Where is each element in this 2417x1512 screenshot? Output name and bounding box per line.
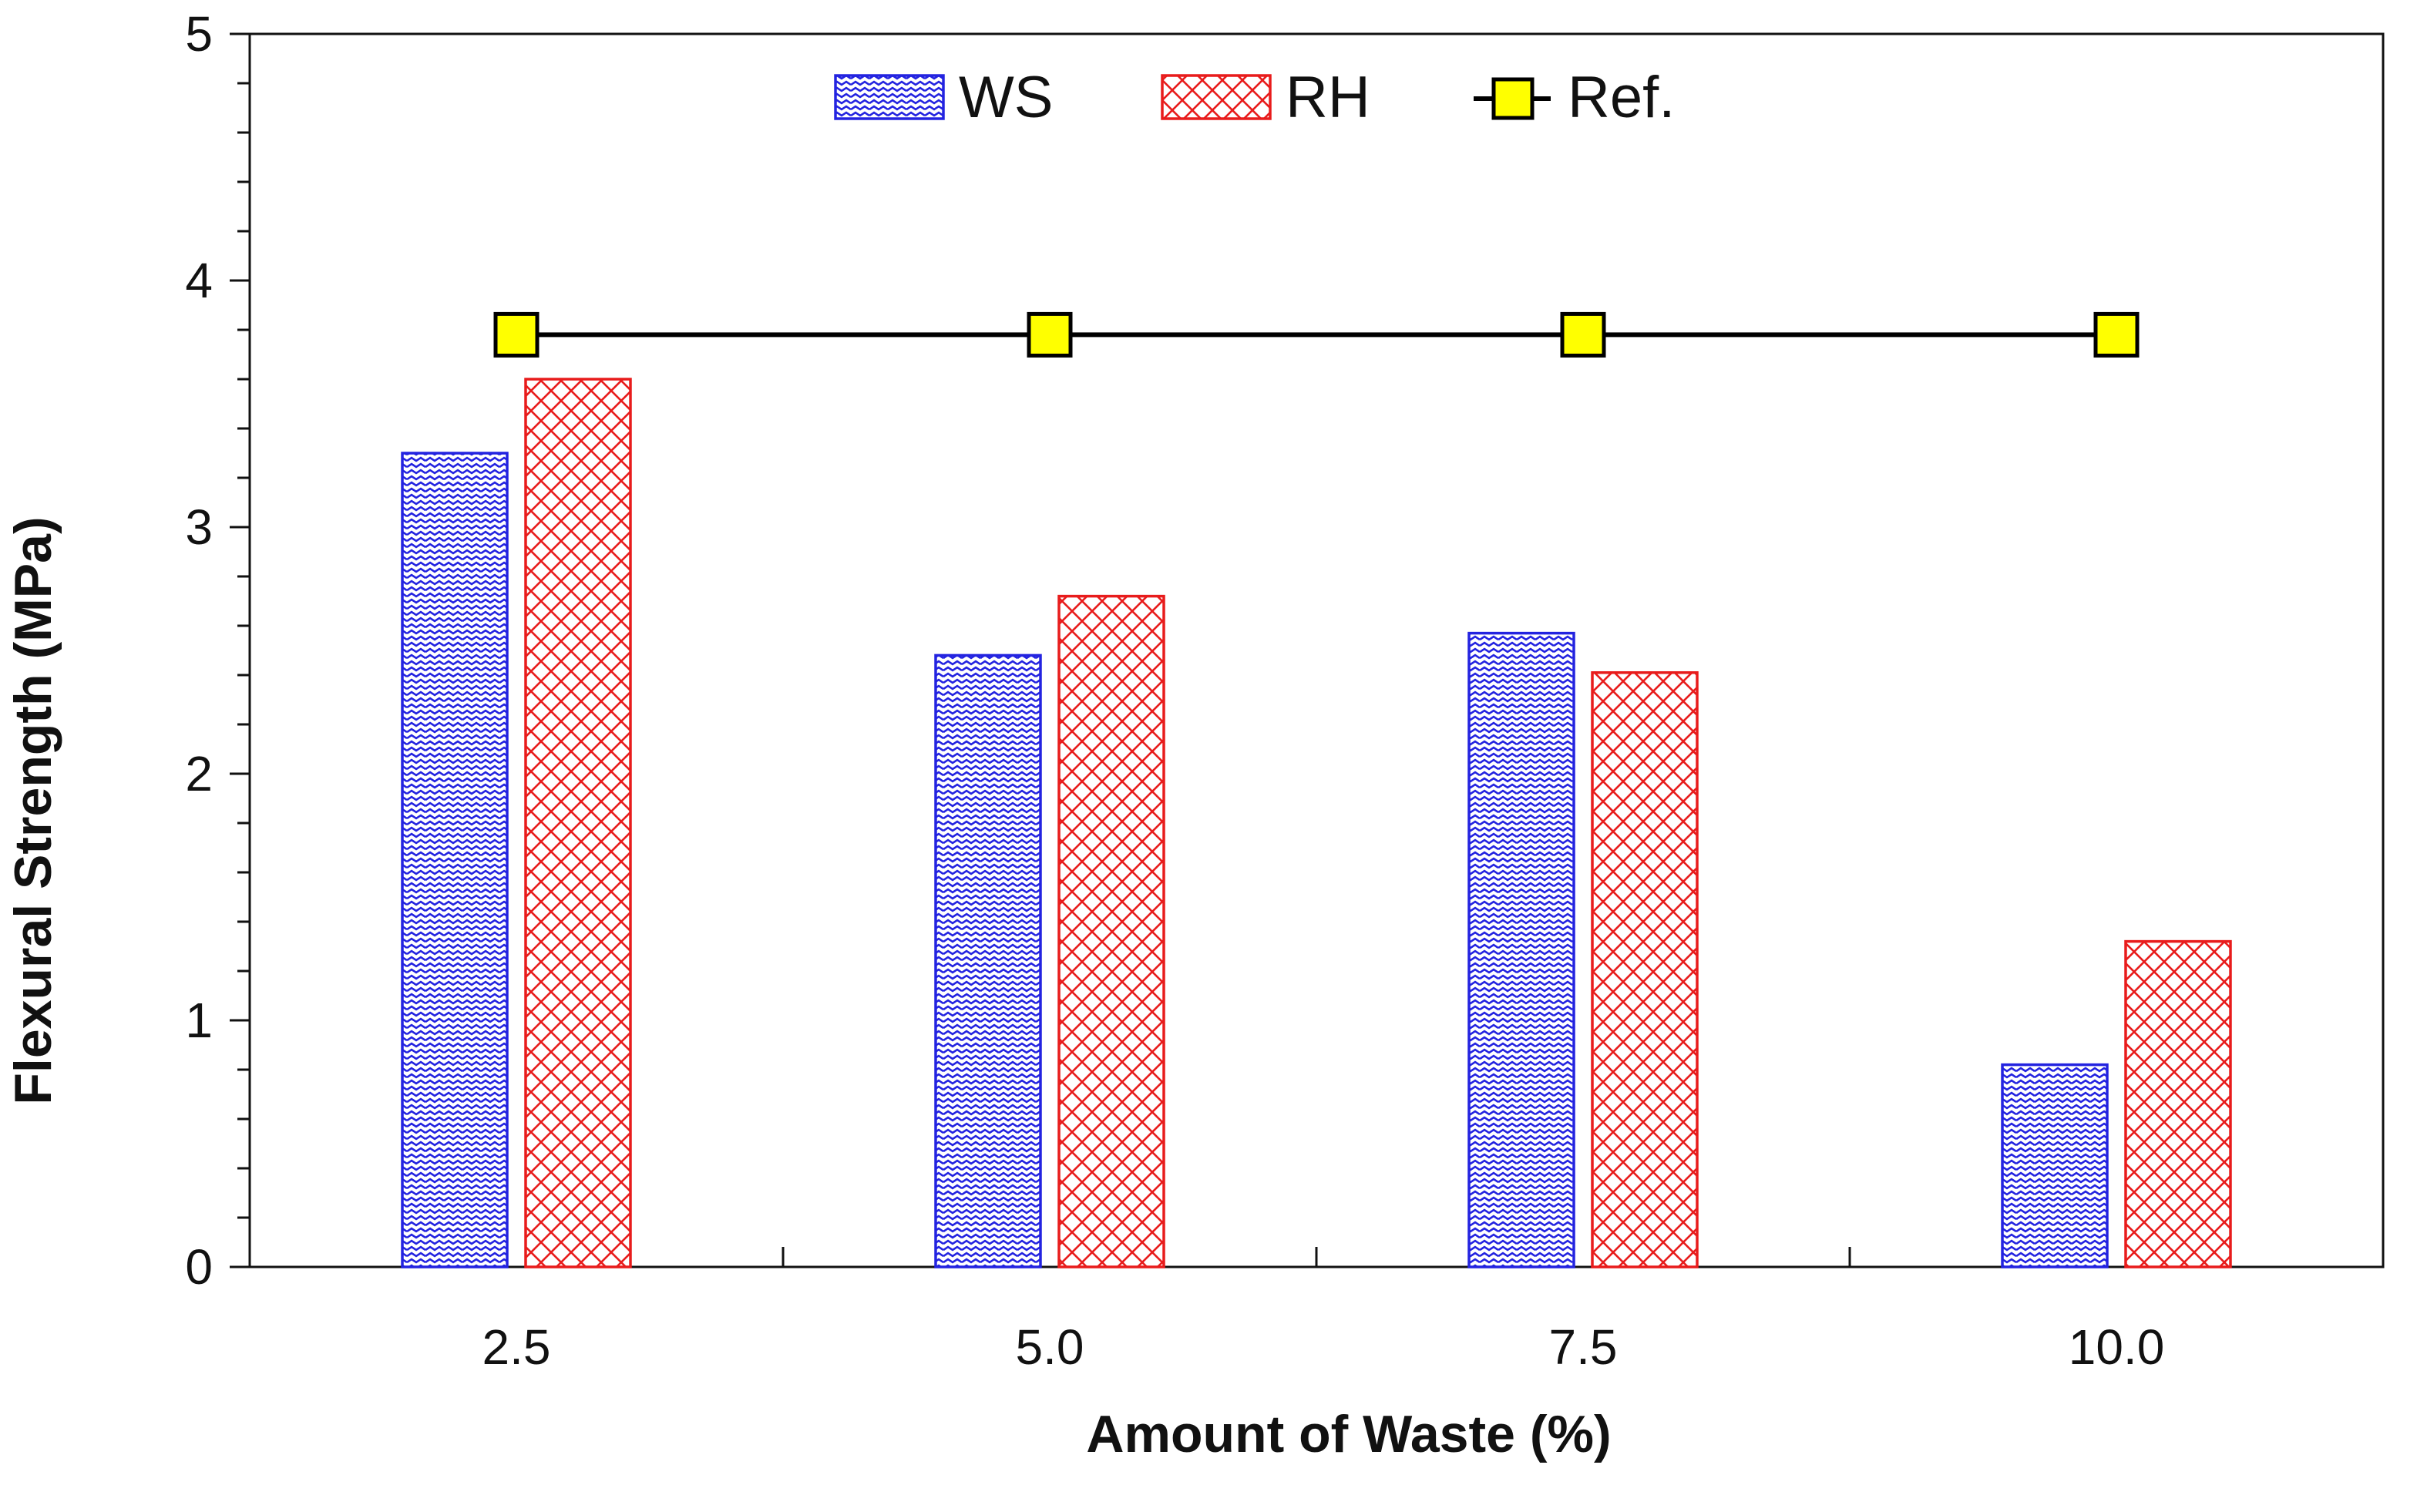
x-axis-title: Amount of Waste (%) xyxy=(1086,1405,1611,1463)
x-tick-label: 5.0 xyxy=(1016,1319,1084,1375)
legend-swatch-marker-ref xyxy=(1491,77,1535,120)
y-tick-label: 2 xyxy=(185,746,213,801)
bar-ws-5.0 xyxy=(934,654,1042,1268)
y-tick-label: 5 xyxy=(185,6,213,62)
legend-swatch-rh xyxy=(1161,74,1272,120)
y-tick-label: 4 xyxy=(185,253,213,308)
y-tick-label: 3 xyxy=(185,499,213,555)
bar-rh-10.0 xyxy=(2124,939,2232,1268)
legend-label-rh: RH xyxy=(1286,65,1370,130)
legend-label-ws: WS xyxy=(959,65,1053,130)
y-tick-label: 1 xyxy=(185,993,213,1048)
legend-swatch-ws xyxy=(834,74,945,120)
y-axis-title: Flexural Strength (MPa) xyxy=(4,516,62,1104)
ref-marker-2.5 xyxy=(493,311,540,358)
ref-marker-10.0 xyxy=(2093,311,2140,358)
ref-marker-7.5 xyxy=(1560,311,1606,358)
bar-ws-10.0 xyxy=(2001,1063,2109,1268)
ref-marker-5.0 xyxy=(1027,311,1073,358)
bar-ws-7.5 xyxy=(1467,631,1575,1268)
bar-ws-2.5 xyxy=(401,452,509,1268)
bar-rh-2.5 xyxy=(524,378,632,1268)
x-tick-label: 10.0 xyxy=(2069,1319,2165,1375)
bar-rh-5.0 xyxy=(1057,594,1165,1268)
y-tick-label: 0 xyxy=(185,1239,213,1295)
bar-rh-7.5 xyxy=(1591,671,1699,1268)
x-tick-label: 2.5 xyxy=(482,1319,551,1375)
x-tick-label: 7.5 xyxy=(1549,1319,1618,1375)
plot-area: 0 1 2 3 4 5 2.5 5.0 7.5 10.0 WS RH Ref. xyxy=(185,6,2385,1375)
legend-label-ref: Ref. xyxy=(1568,65,1675,130)
